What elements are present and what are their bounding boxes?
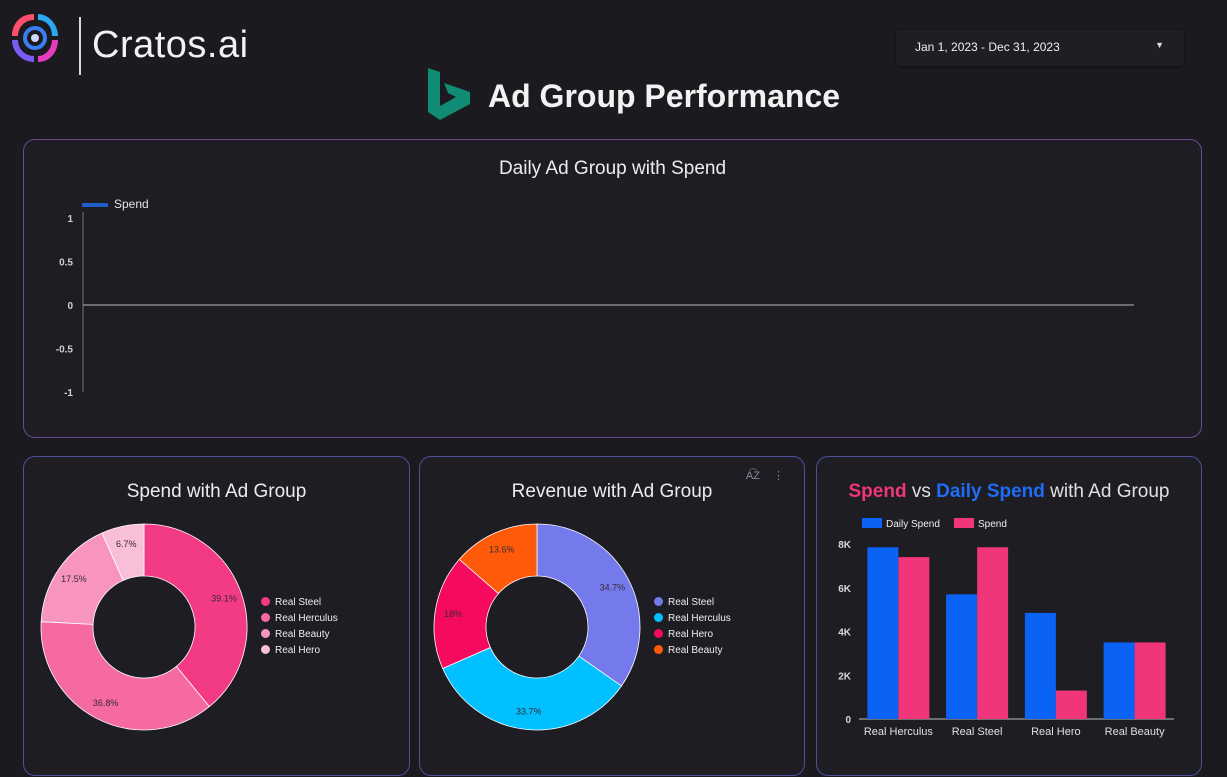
legend-dot bbox=[261, 629, 270, 638]
pie-value-label: 34.7% bbox=[600, 583, 626, 593]
x-tick-label: Real Beauty bbox=[1105, 726, 1165, 738]
y-tick-label: 2K bbox=[838, 671, 852, 682]
daily-spend-chart: 1 0.5 0 -0.5 -1 Spend bbox=[56, 197, 1134, 399]
legend-item-real-hero[interactable]: Real Hero bbox=[261, 645, 320, 656]
bar-daily-spend[interactable] bbox=[867, 547, 899, 719]
revenue-pie-card: A͡Z ⋮ Revenue with Ad Group 34.7% 33.7% 18… bbox=[419, 456, 805, 776]
legend-dot bbox=[261, 597, 270, 606]
legend-item-real-beauty[interactable]: Real Beauty bbox=[654, 645, 722, 656]
legend-item-real-herculus[interactable]: Real Herculus bbox=[261, 613, 338, 624]
spend-vs-daily-title: Spend vs Daily Spend with Ad Group bbox=[817, 481, 1201, 503]
legend-label-spend: Spend bbox=[114, 197, 149, 211]
pie-value-label: 17.5% bbox=[61, 574, 87, 584]
legend-label: Real Steel bbox=[275, 597, 322, 608]
title-spend: Spend bbox=[848, 481, 907, 502]
spend-pie-chart: 39.1% 36.8% 17.5% 6.7% bbox=[40, 523, 248, 731]
pie-value-label: 36.8% bbox=[93, 698, 119, 708]
revenue-pie-chart: 34.7% 33.7% 18% 13.6% bbox=[433, 523, 641, 731]
legend-dot bbox=[261, 645, 270, 654]
date-range-picker[interactable]: Jan 1, 2023 - Dec 31, 2023 ▼ bbox=[896, 30, 1184, 66]
legend-item-real-steel[interactable]: Real Steel bbox=[261, 597, 321, 608]
brand-name: Cratos.ai bbox=[92, 24, 249, 66]
y-tick-label: 0.5 bbox=[59, 258, 73, 269]
pie-value-label: 18% bbox=[444, 609, 462, 619]
bar-spend[interactable] bbox=[1055, 690, 1087, 719]
legend-swatch bbox=[954, 518, 974, 528]
pie-slice-real-herculus[interactable] bbox=[40, 621, 210, 731]
bar-spend[interactable] bbox=[1134, 642, 1166, 719]
legend-item-real-steel[interactable]: Real Steel bbox=[654, 597, 714, 608]
page-title: Ad Group Performance bbox=[488, 78, 841, 114]
logo-divider bbox=[79, 17, 81, 75]
legend-dot bbox=[261, 613, 270, 622]
more-vert-icon[interactable]: ⋮ bbox=[773, 470, 784, 482]
y-tick-label: 6K bbox=[838, 584, 852, 595]
y-tick-label: 8K bbox=[838, 540, 852, 551]
title-daily-spend: Daily Spend bbox=[936, 481, 1045, 502]
legend-label: Spend bbox=[978, 519, 1007, 530]
caret-down-icon: ▼ bbox=[1155, 40, 1164, 50]
legend-dot bbox=[654, 645, 663, 654]
legend-label: Real Beauty bbox=[668, 645, 723, 656]
date-range-label: Jan 1, 2023 - Dec 31, 2023 bbox=[915, 40, 1060, 54]
y-tick-label: 4K bbox=[838, 628, 852, 639]
spend-pie-title: Spend with Ad Group bbox=[126, 481, 307, 502]
spend-vs-daily-card: Spend vs Daily Spend with Ad Group Daily… bbox=[816, 456, 1202, 776]
legend-label: Real Beauty bbox=[275, 629, 330, 640]
x-tick-label: Real Steel bbox=[952, 726, 1003, 738]
legend-label: Real Steel bbox=[668, 597, 715, 608]
pie-value-label: 6.7% bbox=[116, 539, 137, 549]
pie-slice-real-steel[interactable] bbox=[536, 523, 641, 687]
cratos-logo-icon bbox=[12, 14, 58, 62]
legend-item-spend[interactable]: Spend bbox=[954, 518, 1007, 530]
legend-item-real-beauty[interactable]: Real Beauty bbox=[261, 629, 329, 640]
revenue-pie-title: Revenue with Ad Group bbox=[511, 481, 713, 502]
x-tick-label: Real Herculus bbox=[864, 726, 934, 738]
revenue-card-tools: A͡Z ⋮ bbox=[736, 469, 784, 482]
bar-spend[interactable] bbox=[898, 557, 930, 719]
legend-dot bbox=[654, 629, 663, 638]
legend-item-real-hero[interactable]: Real Hero bbox=[654, 629, 713, 640]
legend-item-real-herculus[interactable]: Real Herculus bbox=[654, 613, 731, 624]
legend-label: Real Hero bbox=[275, 645, 321, 656]
legend-label: Real Herculus bbox=[668, 613, 731, 624]
pie-value-label: 39.1% bbox=[211, 593, 237, 603]
daily-spend-title: Daily Ad Group with Spend bbox=[498, 158, 727, 179]
legend-swatch-spend bbox=[82, 203, 108, 207]
y-tick-label: -1 bbox=[64, 388, 73, 399]
y-tick-label: 0 bbox=[845, 715, 851, 726]
legend-item-daily-spend[interactable]: Daily Spend bbox=[862, 518, 940, 530]
x-tick-label: Real Hero bbox=[1031, 726, 1081, 738]
pie-slice-real-beauty[interactable] bbox=[458, 523, 538, 595]
title-vs: vs bbox=[906, 481, 937, 502]
pie-slice-real-steel[interactable] bbox=[143, 523, 248, 708]
legend-dot bbox=[654, 597, 663, 606]
brand-logo: Cratos.ai bbox=[8, 8, 258, 75]
sort-az-icon[interactable]: A͡Z bbox=[745, 470, 760, 482]
y-tick-label: -0.5 bbox=[56, 345, 74, 356]
pie-value-label: 33.7% bbox=[516, 707, 542, 717]
legend-dot bbox=[654, 613, 663, 622]
pie-value-label: 13.6% bbox=[489, 545, 515, 555]
bing-logo-icon bbox=[428, 68, 470, 120]
daily-spend-card: Daily Ad Group with Spend 1 0.5 0 -0.5 -1 Spe… bbox=[23, 139, 1202, 438]
bar-spend[interactable] bbox=[977, 547, 1009, 719]
bar-daily-spend[interactable] bbox=[1103, 642, 1135, 719]
pie-slice-real-hero[interactable] bbox=[101, 523, 145, 581]
legend-label: Daily Spend bbox=[886, 519, 940, 530]
bar-daily-spend[interactable] bbox=[1024, 612, 1056, 719]
title-rest: with Ad Group bbox=[1044, 481, 1170, 502]
spend-vs-daily-chart: 8K 6K 4K 2K 0 Real Herculus Real Steel Real Her… bbox=[838, 540, 1174, 738]
y-tick-label: 0 bbox=[67, 301, 73, 312]
bar-daily-spend[interactable] bbox=[946, 594, 978, 719]
legend-label: Real Herculus bbox=[275, 613, 338, 624]
pie-slice-real-herculus[interactable] bbox=[442, 647, 623, 731]
legend-swatch bbox=[862, 518, 882, 528]
legend-label: Real Hero bbox=[668, 629, 714, 640]
y-tick-label: 1 bbox=[67, 214, 73, 225]
spend-pie-card: Spend with Ad Group 39.1% 36.8% 17.5% 6.7% … bbox=[23, 456, 410, 776]
